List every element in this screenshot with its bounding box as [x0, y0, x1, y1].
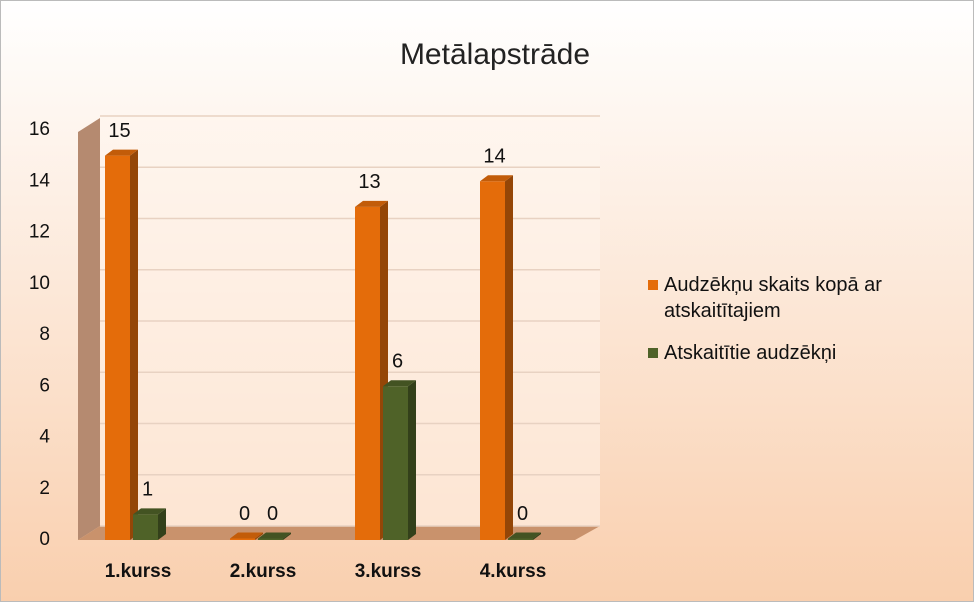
bar-front: [355, 206, 380, 540]
chart-title: Metālapstrāde: [400, 38, 590, 71]
bar: [230, 532, 263, 540]
bar-top: [133, 508, 166, 515]
bar-side: [408, 380, 416, 540]
bar-front: [508, 538, 533, 540]
value-label: 1: [142, 479, 153, 501]
value-label: 0: [267, 503, 278, 525]
legend: Audzēkņu skaits kopā ar atskaitītajiem At…: [648, 272, 958, 382]
bar: [508, 532, 541, 540]
y-tick-label: 8: [39, 324, 50, 345]
legend-item: Atskaitītie audzēkņi: [648, 340, 958, 366]
legend-swatch: [648, 280, 658, 290]
bar-top: [230, 532, 263, 539]
value-label: 13: [358, 171, 380, 193]
y-tick-label: 6: [39, 375, 50, 396]
y-tick-label: 4: [39, 427, 50, 448]
value-label: 15: [108, 120, 130, 142]
bar-front: [480, 181, 505, 540]
bar: [105, 149, 138, 540]
bar-side: [505, 175, 513, 540]
bar-top: [508, 532, 541, 539]
bar-side: [533, 532, 541, 540]
bar-top: [383, 380, 416, 387]
bar-front: [258, 538, 283, 540]
value-label: 14: [483, 146, 505, 168]
bar: [258, 532, 291, 540]
legend-label: Atskaitītie audzēkņi: [664, 342, 837, 364]
bar: [480, 175, 513, 540]
legend-item: Audzēkņu skaits kopā ar atskaitītajiem: [648, 272, 958, 324]
bar-side: [158, 508, 166, 540]
bar-front: [230, 538, 255, 540]
bar-front: [383, 386, 408, 540]
x-tick-label: 3.kurss: [355, 561, 422, 582]
floor: [78, 526, 600, 540]
y-tick-label: 10: [29, 273, 50, 294]
bar-front: [105, 155, 130, 540]
back-wall: [100, 118, 600, 526]
y-tick-label: 16: [29, 119, 50, 140]
y-tick-label: 0: [39, 529, 50, 550]
bar: [133, 508, 166, 540]
bar-side: [255, 532, 263, 540]
bar-side: [130, 149, 138, 540]
bar-top: [258, 532, 291, 539]
bar-side: [283, 532, 291, 540]
bar-top: [105, 149, 138, 156]
x-tick-label: 1.kurss: [105, 561, 172, 582]
bar-top: [480, 175, 513, 182]
legend-label: Audzēkņu skaits kopā ar atskaitītajiem: [664, 274, 882, 322]
bar-top: [355, 200, 388, 207]
y-tick-label: 2: [39, 478, 50, 499]
value-label: 0: [239, 503, 250, 525]
y-tick-label: 14: [29, 170, 51, 191]
bar-front: [133, 514, 158, 540]
value-label: 0: [517, 503, 528, 525]
bar: [383, 380, 416, 540]
x-tick-label: 2.kurss: [230, 561, 297, 582]
value-label: 6: [392, 351, 403, 373]
side-wall: [78, 118, 100, 540]
legend-swatch: [648, 348, 658, 358]
y-tick-label: 12: [29, 222, 50, 243]
x-tick-label: 4.kurss: [480, 561, 547, 582]
